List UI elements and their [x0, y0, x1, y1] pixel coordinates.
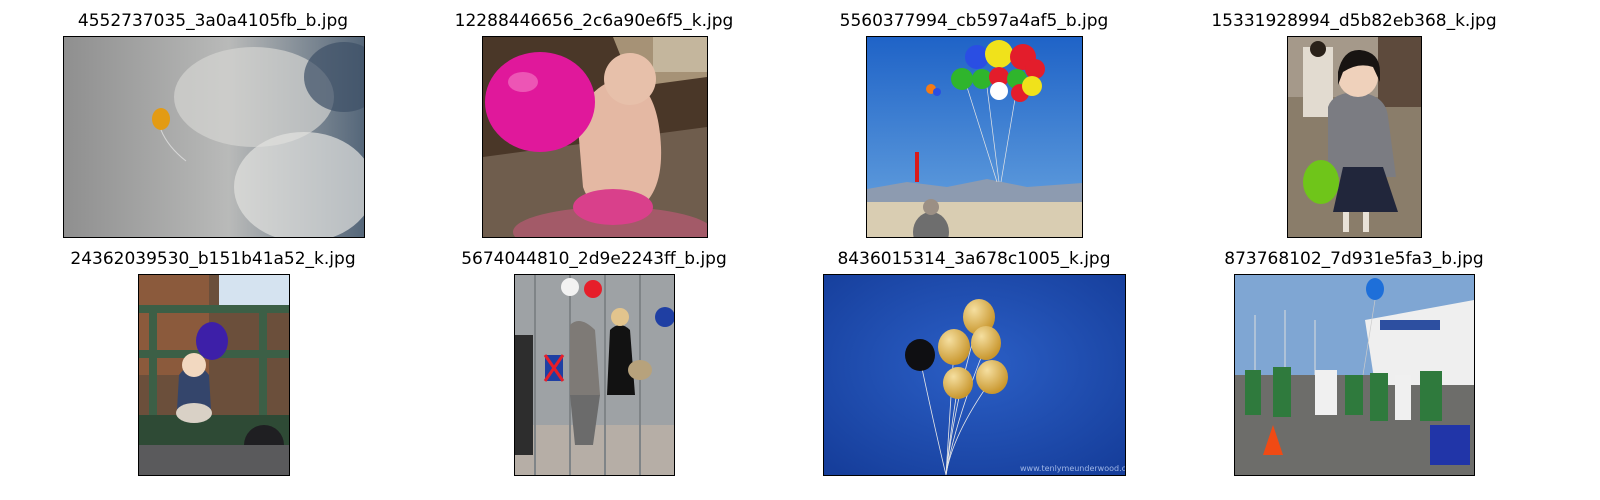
photo-green-aprons-blue-balloon: [1234, 274, 1475, 476]
image-caption: 4552737035_3a0a4105fb_b.jpg: [77, 11, 349, 31]
image-caption: 8436015314_3a678c1005_k.jpg: [837, 249, 1111, 269]
image-caption: 15331928994_d5b82eb368_k.jpg: [1211, 11, 1497, 31]
image-caption: 5674044810_2d9e2243ff_b.jpg: [461, 249, 727, 269]
photo-child-green-balloon: [1287, 36, 1422, 238]
photo-colorful-balloons-desert: [866, 36, 1083, 238]
image-caption: 5560377994_cb597a4af5_b.jpg: [839, 11, 1109, 31]
image-caption: 873768102_7d931e5fa3_b.jpg: [1224, 249, 1484, 269]
photo-toddler-purple-balloon: [138, 274, 290, 476]
photo-orange-balloon-sky: [63, 36, 365, 238]
image-caption: 24362039530_b151b41a52_k.jpg: [70, 249, 356, 269]
watermark-text: www.tenlymeunderwood.com: [1020, 464, 1125, 473]
photo-gold-black-balloons-blue: www.tenlymeunderwood.com: [823, 274, 1126, 476]
photo-street-union-jack-balloons: [514, 274, 675, 476]
image-caption: 12288446656_2c6a90e6f5_k.jpg: [454, 11, 734, 31]
photo-baby-pink-balloon: [482, 36, 708, 238]
